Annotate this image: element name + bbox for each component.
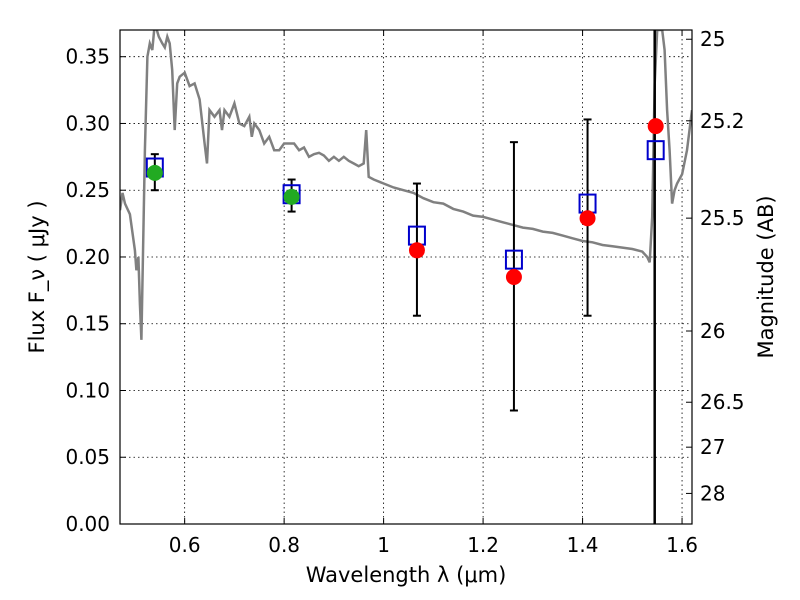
plot-frame [119, 29, 693, 525]
model-square-marker [504, 249, 523, 270]
observed-point-marker [146, 164, 163, 181]
y-tick-label: 0.10 [65, 378, 110, 402]
right-tick-label: 26.5 [700, 390, 745, 414]
x-tick-label: 1 [377, 533, 390, 557]
plot-area [120, 30, 692, 524]
grid-lines [120, 30, 692, 524]
model-square-marker [646, 140, 665, 161]
x-tick-label: 0.8 [268, 533, 300, 557]
y-tick-label: 0.20 [65, 245, 110, 269]
y-tick-label: 0.30 [65, 111, 110, 135]
y-axis-label: Flux F_ν ( μJy ) [25, 200, 50, 353]
observed-point-marker [408, 242, 425, 259]
y-tick-label: 0.05 [65, 445, 110, 469]
right-tick-label: 25.2 [700, 109, 745, 133]
right-tick-label: 25.5 [700, 206, 745, 230]
x-tick-label: 1.2 [467, 533, 499, 557]
observed-point-marker [647, 118, 664, 135]
x-axis-label: Wavelength λ (μm) [306, 563, 507, 587]
data-markers [145, 118, 665, 285]
right-tick-label: 27 [700, 435, 725, 459]
observed-point-marker [283, 188, 300, 205]
observed-point-marker [505, 269, 522, 285]
error-bars [150, 118, 592, 412]
model-spectrum-line [120, 30, 692, 340]
x-tick-label: 0.6 [169, 533, 201, 557]
y-tick-label: 0.25 [65, 178, 110, 202]
y-tick-label: 0.15 [65, 312, 110, 336]
y-tick-label: 0.00 [65, 512, 110, 536]
y-tick-label: 0.35 [65, 45, 110, 69]
right-tick-label: 25 [700, 27, 725, 51]
observed-point-marker [579, 210, 596, 227]
y-axis-right-label: Magnitude (AB) [754, 195, 778, 358]
right-tick-label: 28 [700, 481, 725, 505]
x-tick-label: 1.4 [567, 533, 599, 557]
x-tick-label: 1.6 [666, 533, 698, 557]
axis-ticks: 0.6 0.8 1 1.2 1.4 1.6 0.00 0.05 0.10 0.15 0.20 0.25… [65, 27, 744, 557]
right-tick-label: 26 [700, 319, 725, 343]
